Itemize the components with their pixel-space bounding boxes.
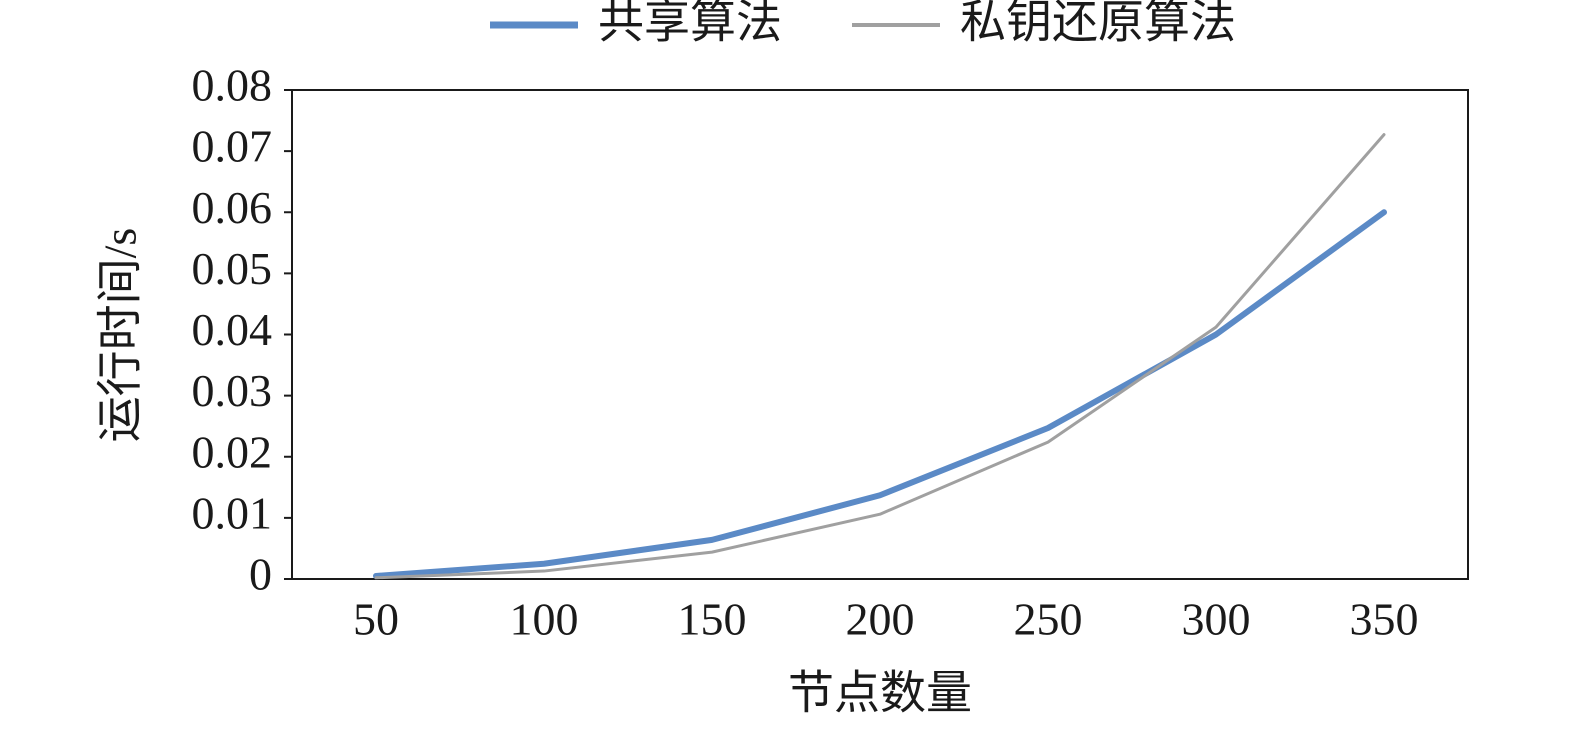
x-tick-label: 250 xyxy=(1014,594,1083,645)
x-tick-label: 300 xyxy=(1182,594,1251,645)
legend-label: 私钥还原算法 xyxy=(960,0,1236,48)
x-tick-label: 100 xyxy=(510,594,579,645)
y-tick-label: 0.05 xyxy=(192,243,273,294)
x-axis-label: 节点数量 xyxy=(788,668,972,719)
x-tick-label: 200 xyxy=(846,594,915,645)
series-line xyxy=(374,133,1386,580)
y-tick-label: 0.03 xyxy=(192,365,273,416)
x-tick-label: 150 xyxy=(678,594,747,645)
series-line xyxy=(373,209,1387,579)
legend-label: 共享算法 xyxy=(598,0,782,48)
plot-frame xyxy=(291,89,1469,580)
y-tick-label: 0.07 xyxy=(192,121,273,172)
y-tick-label: 0 xyxy=(249,549,272,600)
y-tick-label: 0.06 xyxy=(192,182,273,233)
y-tick-label: 0.08 xyxy=(192,60,273,111)
y-tick-label: 0.02 xyxy=(192,426,273,477)
y-tick-label: 0.01 xyxy=(192,487,273,538)
x-tick-label: 350 xyxy=(1350,594,1419,645)
y-axis-label: 运行时间/s xyxy=(95,228,146,443)
y-tick-label: 0.04 xyxy=(192,304,273,355)
x-tick-label: 50 xyxy=(353,594,399,645)
